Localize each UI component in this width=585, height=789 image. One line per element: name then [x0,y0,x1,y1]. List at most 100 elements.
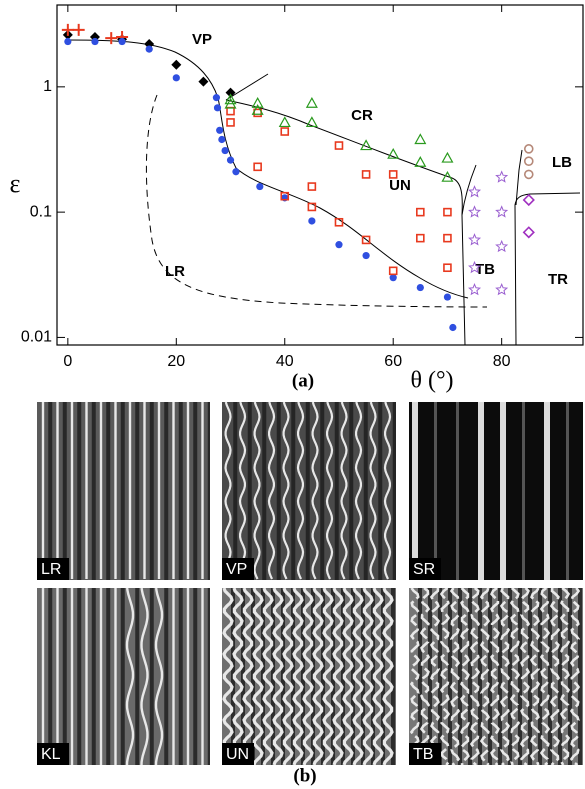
point [307,98,317,107]
stripe-image [222,588,396,765]
point [496,207,507,217]
point [227,108,234,115]
boundary-line [515,193,580,345]
dark-band [48,402,52,580]
point [444,209,451,216]
point [256,183,263,190]
point [415,134,425,143]
point [146,46,153,53]
stripe [478,402,484,580]
point [214,104,221,111]
point [308,183,315,190]
region-label: TB [475,261,495,278]
point [308,217,315,224]
dark-band [150,588,154,765]
x-axis-label: θ (°) [410,368,453,394]
point [105,32,117,44]
point [335,241,342,248]
point [73,24,85,36]
stripe-image [409,402,583,580]
point [173,74,180,81]
point [362,252,369,259]
dark-band [208,402,212,580]
dark-band [335,402,339,580]
point [226,88,236,98]
stripe-image [409,588,583,765]
stripe [500,402,506,580]
point [171,60,181,70]
point [469,207,480,217]
point [254,163,261,170]
point [64,38,71,45]
region-label: LB [552,154,572,171]
point [232,168,239,175]
dark-band [179,588,183,765]
dark-band [193,402,197,580]
dark-band [349,402,353,580]
point [417,209,424,216]
image-label: TB [413,746,433,763]
point [198,77,208,87]
dark-band [135,588,139,765]
point [496,172,507,182]
point [227,157,234,164]
dark-band [193,588,197,765]
dark-band [77,588,81,765]
stripe-image [37,588,212,765]
point [118,38,125,45]
region-label: CR [351,107,373,124]
point [496,284,507,294]
point [444,264,451,271]
dark-band [121,402,125,580]
point [227,119,234,126]
dark-band [63,588,67,765]
stripe [456,402,459,580]
dark-band [164,402,168,580]
point [524,195,534,205]
boundary-line [226,100,465,345]
image-label: KL [41,746,61,763]
stripe [412,402,418,580]
dark-band [164,588,168,765]
x-tick-label: 0 [63,353,72,370]
y-tick-label: 1 [43,78,52,95]
point [496,241,507,251]
point [307,117,317,126]
stripe [566,402,569,580]
dark-band [63,402,67,580]
point [469,234,480,244]
dark-band [92,588,96,765]
point [417,235,424,242]
region-label: VP [192,31,212,48]
point [281,128,288,135]
dark-band [233,402,237,580]
phase-boundaries [69,40,580,345]
point [280,117,290,126]
dark-band [393,402,397,580]
dark-band [306,402,310,580]
y-tick-label: 0.1 [30,203,52,220]
point [91,38,98,45]
region-label: LR [165,263,185,280]
dark-band [498,588,502,765]
x-tick-label: 40 [276,353,294,370]
point [525,157,533,165]
panel-label: (b) [293,765,316,786]
dark-band [262,402,266,580]
point [525,145,533,153]
dark-band [179,402,183,580]
y-tick-label: 0.01 [21,329,52,346]
dark-band [578,588,582,765]
dark-band [92,402,96,580]
x-tick-label: 20 [167,353,185,370]
stripe [544,402,550,580]
point [335,142,342,149]
point [417,284,424,291]
dark-band [391,588,395,765]
dark-band [106,588,110,765]
panel-label: (a) [292,370,314,391]
point [222,147,229,154]
dark-band [77,402,81,580]
point [442,153,452,162]
point [524,227,534,237]
